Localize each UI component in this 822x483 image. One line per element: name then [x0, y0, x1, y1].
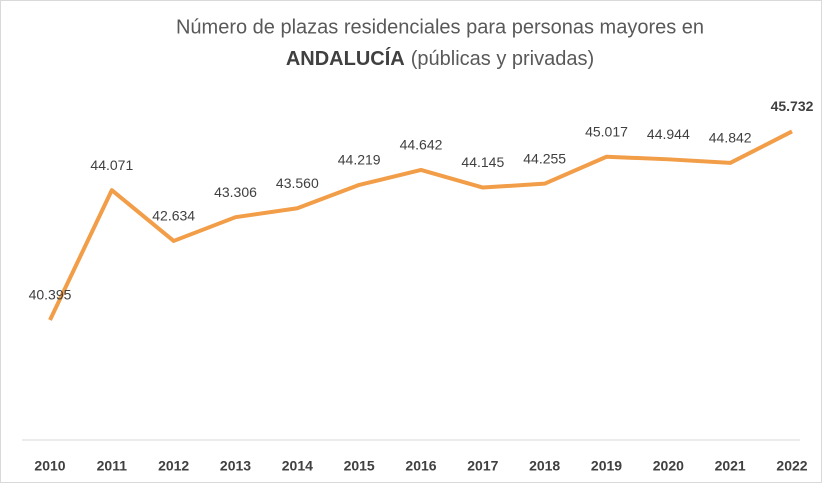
data-label: 45.732 — [771, 98, 814, 114]
x-tick-label: 2016 — [405, 458, 436, 474]
x-tick-label: 2018 — [529, 458, 560, 474]
chart-title: Número de plazas residenciales para pers… — [176, 16, 704, 38]
data-line — [48, 129, 793, 321]
x-tick-label: 2020 — [653, 458, 684, 474]
chart-title-region: ANDALUCÍA — [286, 47, 405, 70]
data-label: 45.017 — [585, 123, 628, 139]
x-tick-label: 2011 — [97, 458, 128, 474]
data-label: 44.842 — [709, 130, 752, 146]
x-tick-label: 2019 — [591, 458, 622, 474]
data-label: 43.560 — [276, 175, 319, 191]
data-label: 44.071 — [90, 157, 133, 173]
data-label: 40.395 — [29, 287, 72, 303]
x-tick-label: 2013 — [220, 458, 251, 474]
x-tick-label: 2015 — [344, 458, 375, 474]
x-tick-label: 2014 — [282, 458, 313, 474]
chart-title-tail: (públicas y privadas) — [411, 48, 594, 70]
data-label: 44.255 — [523, 150, 566, 166]
data-label: 44.642 — [400, 137, 443, 153]
x-tick-label: 2021 — [715, 458, 746, 474]
chart-title-line2: ANDALUCÍA (públicas y privadas) — [286, 47, 594, 70]
x-tick-label: 2012 — [158, 458, 189, 474]
x-tick-label: 2017 — [467, 458, 498, 474]
data-label: 44.219 — [338, 152, 381, 168]
data-label: 44.145 — [461, 154, 504, 170]
data-label: 44.944 — [647, 126, 690, 142]
x-tick-label: 2022 — [776, 458, 807, 474]
x-tick-label: 2010 — [34, 458, 65, 474]
data-label: 42.634 — [152, 208, 195, 224]
data-label: 43.306 — [214, 184, 257, 200]
